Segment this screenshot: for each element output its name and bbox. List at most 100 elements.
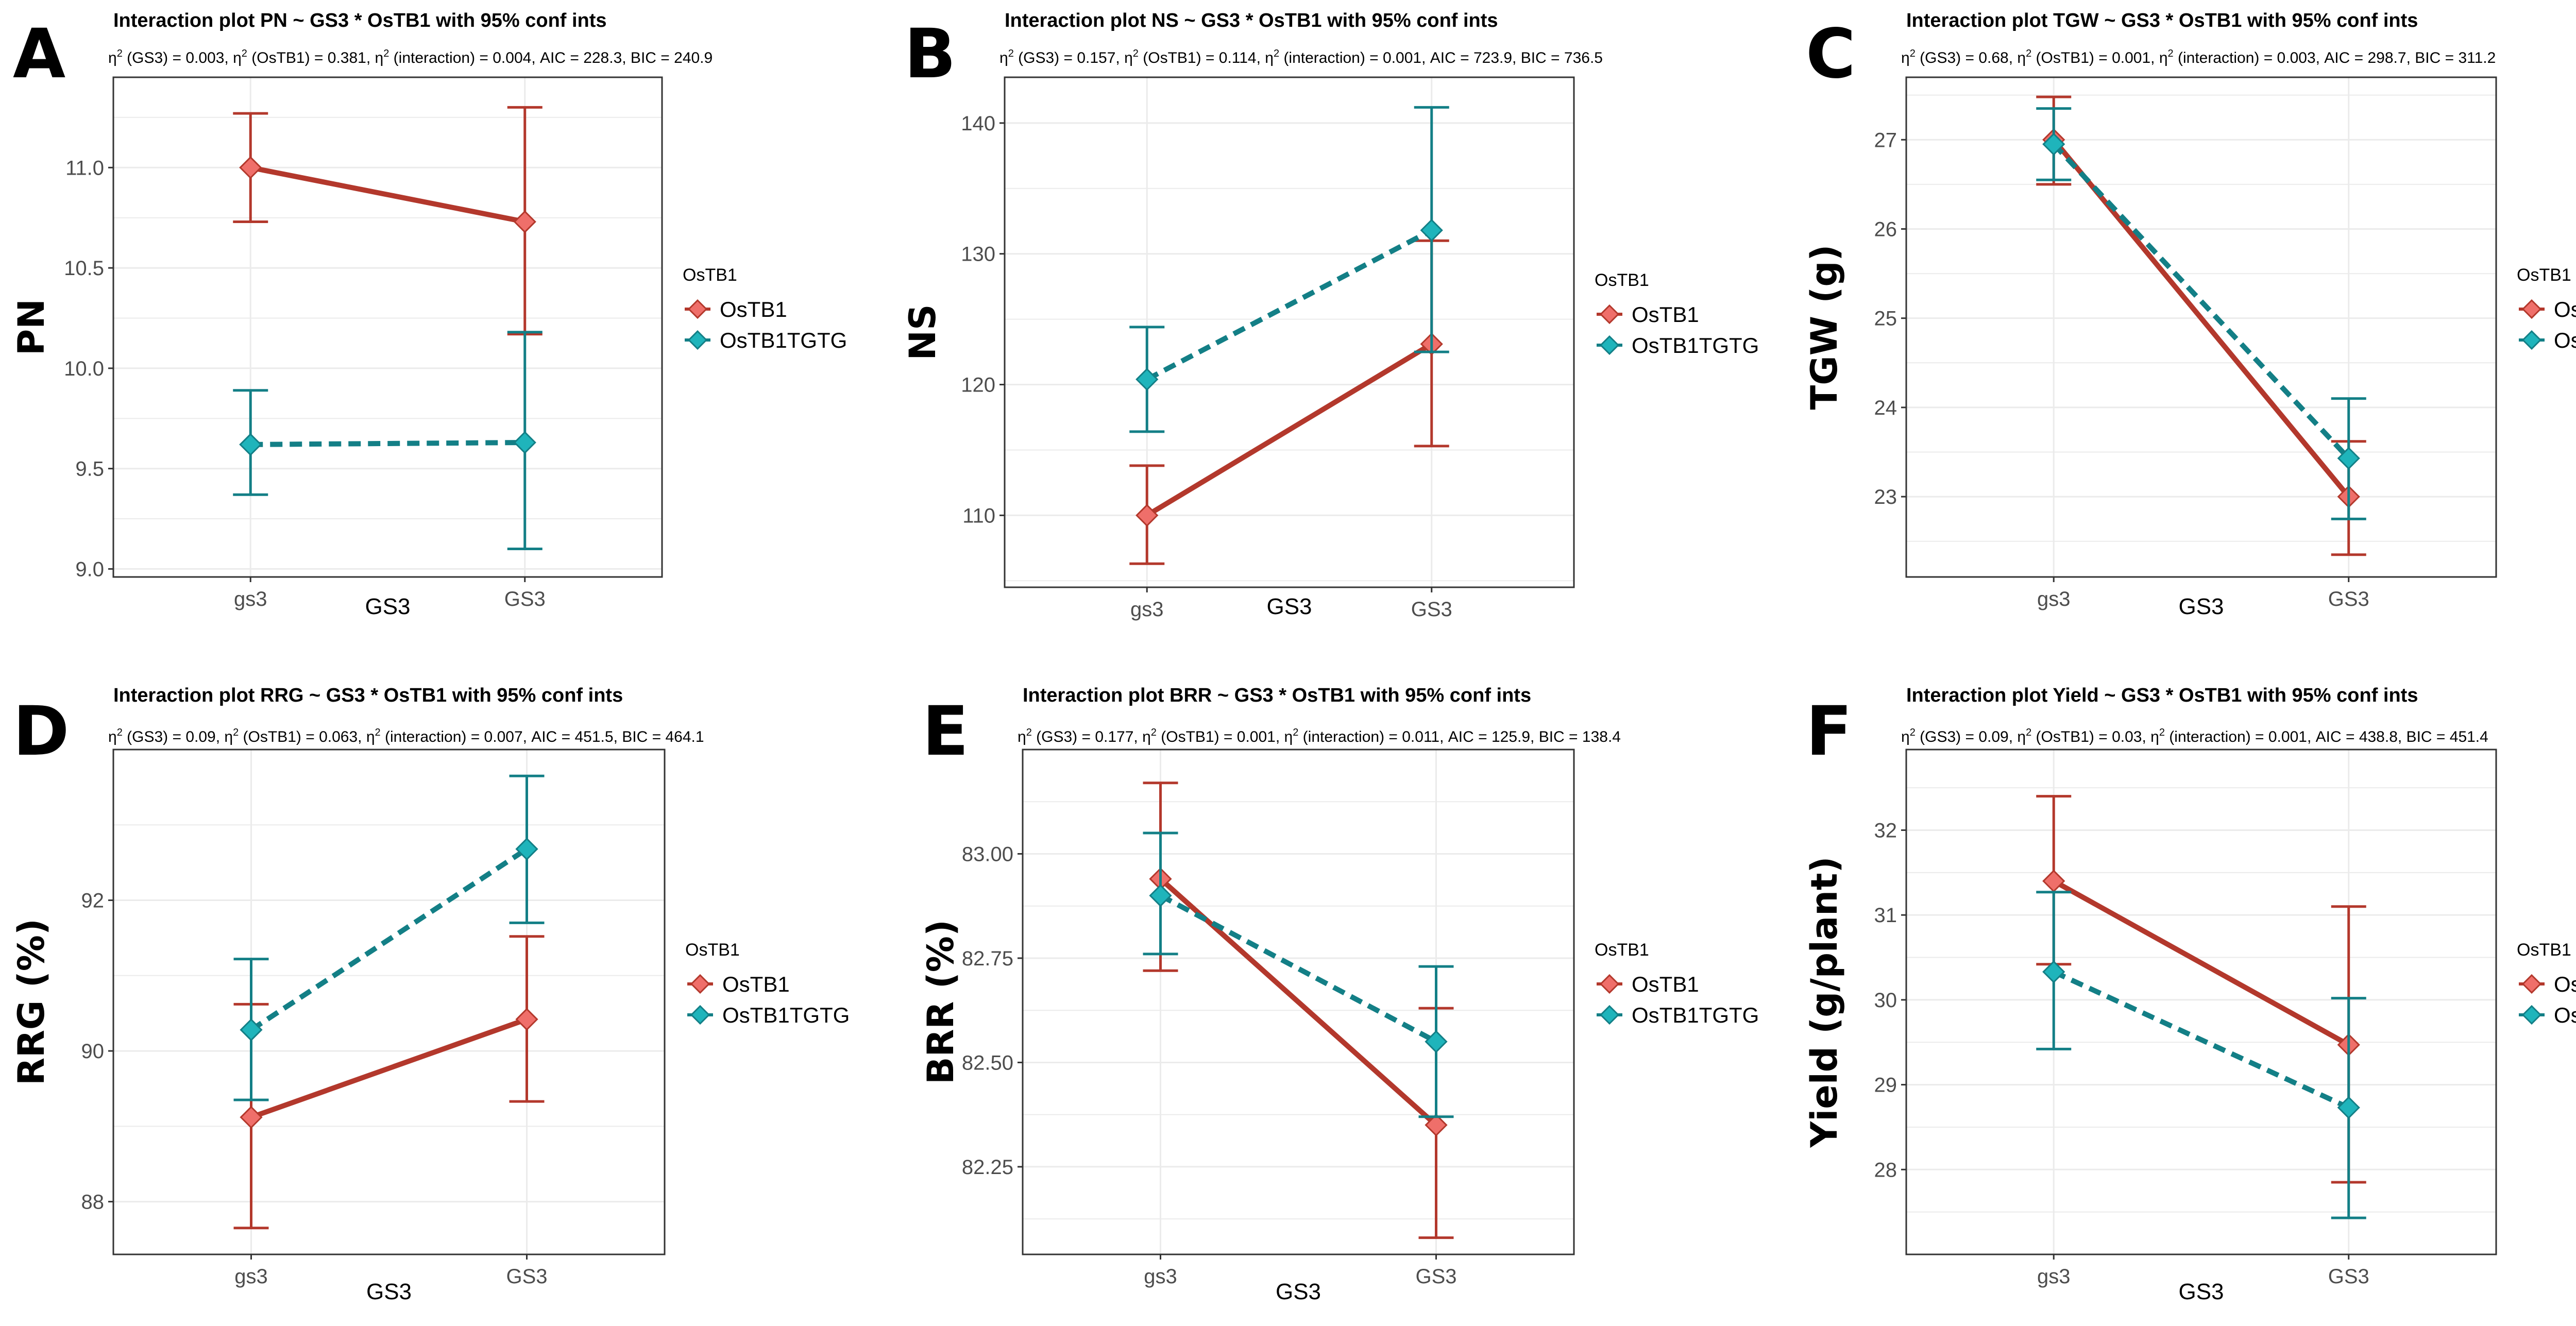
legend-item: OsTB1TGTG — [1597, 1003, 1759, 1027]
panel-subtitle: η2 (GS3) = 0.157, η2 (OsTB1) = 0.114, η2… — [999, 48, 1603, 66]
legend-swatch-marker — [2521, 1005, 2542, 1025]
data-point — [1136, 368, 1159, 391]
y-tick-label: 82.50 — [962, 1051, 1013, 1074]
legend-item: OsTB1 — [687, 972, 790, 996]
legend-title: OsTB1 — [2517, 265, 2571, 285]
y-tick-label: 10.0 — [64, 358, 104, 380]
y-tick-label: 120 — [961, 374, 995, 397]
y-tick-label: 9.5 — [75, 458, 104, 481]
series-line — [1145, 342, 1433, 518]
y-axis-title: BRR (%) — [920, 920, 962, 1084]
data-point — [1136, 504, 1159, 527]
y-tick-label: 31 — [1874, 904, 1897, 927]
data-point — [240, 1018, 263, 1042]
legend-item: OsTB1TGTG — [2519, 328, 2576, 352]
y-tick-label: 92 — [81, 890, 105, 912]
legend-label: OsTB1 — [722, 972, 790, 996]
data-point — [240, 1106, 263, 1129]
x-tick-label: gs3 — [234, 1265, 268, 1288]
series-line — [1159, 877, 1438, 1127]
y-tick-label: 88 — [81, 1191, 105, 1214]
series-line — [2052, 878, 2350, 1047]
panel-border — [1905, 76, 2497, 578]
panel-title: Interaction plot PN ~ GS3 * OsTB1 with 9… — [113, 10, 607, 31]
y-tick-label: 25 — [1874, 308, 1897, 330]
y-tick-label: 110 — [962, 504, 995, 527]
panel-title: Interaction plot Yield ~ GS3 * OsTB1 wit… — [1906, 685, 2418, 706]
legend-swatch-marker — [1599, 335, 1620, 355]
x-tick-label: gs3 — [1144, 1265, 1177, 1288]
panel-border — [112, 76, 663, 578]
legend-label: OsTB1TGTG — [722, 1003, 850, 1027]
panel-letter: D — [13, 692, 70, 771]
data-point — [1420, 218, 1443, 242]
panel-e: E Interaction plot BRR ~ GS3 * OsTB1 with… — [920, 685, 1759, 1304]
legend-title: OsTB1 — [1595, 270, 1649, 290]
panel-border — [112, 749, 666, 1255]
x-tick-label: GS3 — [2328, 588, 2369, 610]
y-tick-label: 90 — [81, 1040, 105, 1063]
panel-subtitle: η2 (GS3) = 0.68, η2 (OsTB1) = 0.001, η2 … — [1901, 48, 2496, 66]
y-tick-label: 11.0 — [65, 157, 104, 179]
series-line — [2052, 138, 2351, 499]
x-tick-label: GS3 — [506, 1265, 547, 1288]
legend-item: OsTB1 — [685, 297, 787, 321]
legend-title: OsTB1 — [685, 940, 740, 960]
legend-label: OsTB1TGTG — [2554, 328, 2576, 352]
series-ostb1tgtg — [233, 331, 543, 550]
legend-label: OsTB1TGTG — [1632, 1003, 1759, 1027]
legend-swatch-marker — [2521, 974, 2542, 994]
data-point — [513, 210, 536, 233]
y-tick-label: 10.5 — [64, 257, 104, 280]
x-axis-title: GS3 — [366, 1279, 412, 1304]
y-tick-label: 29 — [1874, 1074, 1897, 1097]
y-tick-label: 26 — [1874, 218, 1897, 241]
series-line — [250, 165, 526, 225]
x-tick-label: gs3 — [1130, 598, 1164, 621]
panel-border — [1004, 76, 1575, 588]
series-line — [249, 846, 529, 1032]
y-axis-title: Yield (g/plant) — [1803, 857, 1845, 1148]
panel-letter: B — [904, 14, 956, 94]
y-tick-label: 27 — [1874, 129, 1897, 151]
panel-f: F Interaction plot Yield ~ GS3 * OsTB1 wi… — [1803, 685, 2576, 1304]
legend-item: OsTB1TGTG — [2519, 1003, 2576, 1027]
legend-swatch-marker — [1599, 1005, 1620, 1025]
series-line — [250, 1016, 528, 1120]
panel-a: A Interaction plot PN ~ GS3 * OsTB1 with … — [10, 10, 847, 619]
data-point — [2042, 132, 2065, 156]
series-ostb1 — [1129, 239, 1449, 565]
legend-swatch-marker — [2521, 299, 2542, 319]
y-tick-label: 30 — [1874, 989, 1897, 1012]
legend-item: OsTB1 — [1597, 302, 1699, 327]
series-ostb1tgtg — [2036, 891, 2366, 1219]
x-tick-label: GS3 — [504, 588, 546, 610]
panel-d: D Interaction plot RRG ~ GS3 * OsTB1 with… — [10, 685, 850, 1304]
panel-title: Interaction plot NS ~ GS3 * OsTB1 with 9… — [1005, 10, 1498, 31]
panel-border — [1022, 749, 1575, 1255]
data-point — [515, 837, 538, 861]
y-tick-label: 83.00 — [962, 843, 1013, 865]
legend-label: OsTB1 — [1632, 302, 1699, 327]
panel-letter: E — [922, 692, 969, 771]
data-point — [2042, 960, 2065, 983]
legend-label: OsTB1TGTG — [1632, 333, 1759, 358]
data-point — [2337, 1096, 2360, 1119]
plot-area — [113, 750, 665, 1254]
panel-c: C Interaction plot TGW ~ GS3 * OsTB1 with… — [1803, 10, 2576, 619]
data-point — [1425, 1113, 1448, 1137]
legend-label: OsTB1 — [720, 297, 787, 321]
plot-area — [1005, 77, 1574, 587]
legend-item: OsTB1TGTG — [687, 1003, 850, 1027]
data-point — [1425, 1030, 1448, 1053]
series-line — [1159, 893, 1437, 1044]
panel-border — [1905, 749, 2497, 1255]
y-tick-label: 24 — [1874, 397, 1897, 419]
legend-label: OsTB1 — [2554, 297, 2576, 321]
series-line — [2052, 142, 2351, 461]
data-point — [1149, 884, 1172, 907]
panel-subtitle: η2 (GS3) = 0.003, η2 (OsTB1) = 0.381, η2… — [108, 48, 713, 66]
plot-area — [1906, 77, 2496, 577]
panel-title: Interaction plot RRG ~ GS3 * OsTB1 with … — [113, 685, 623, 706]
legend-swatch-marker — [1599, 974, 1620, 994]
